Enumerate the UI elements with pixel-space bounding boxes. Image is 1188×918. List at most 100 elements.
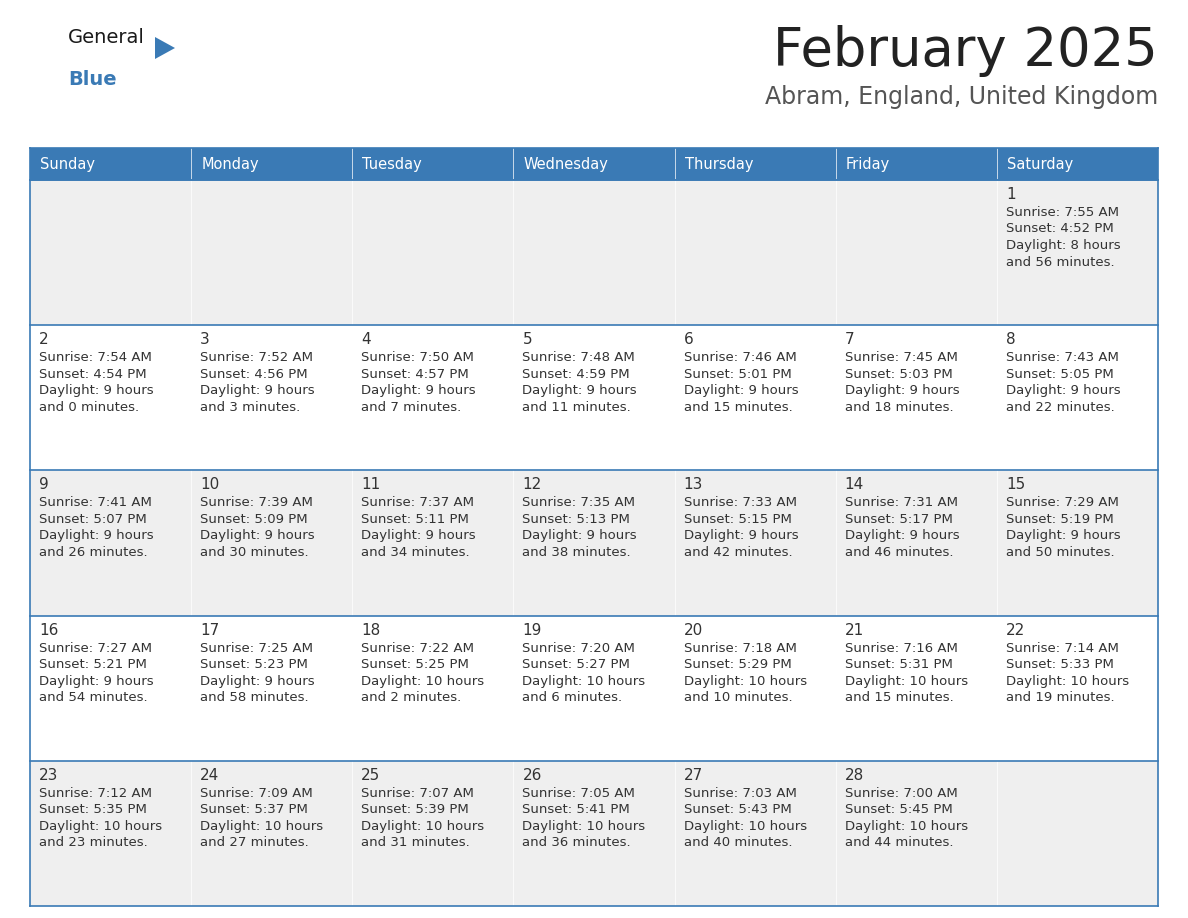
FancyBboxPatch shape [513, 148, 675, 180]
Text: Daylight: 9 hours: Daylight: 9 hours [1006, 530, 1120, 543]
Text: and 58 minutes.: and 58 minutes. [200, 691, 309, 704]
Text: Sunset: 5:45 PM: Sunset: 5:45 PM [845, 803, 953, 816]
Text: Blue: Blue [68, 70, 116, 89]
Text: Thursday: Thursday [684, 156, 753, 172]
Text: Sunrise: 7:16 AM: Sunrise: 7:16 AM [845, 642, 958, 655]
Text: and 23 minutes.: and 23 minutes. [39, 836, 147, 849]
Text: Daylight: 10 hours: Daylight: 10 hours [683, 675, 807, 688]
Text: 7: 7 [845, 332, 854, 347]
Text: and 44 minutes.: and 44 minutes. [845, 836, 953, 849]
Text: Daylight: 9 hours: Daylight: 9 hours [1006, 385, 1120, 397]
Text: 18: 18 [361, 622, 380, 638]
Text: and 22 minutes.: and 22 minutes. [1006, 400, 1114, 414]
Text: and 0 minutes.: and 0 minutes. [39, 400, 139, 414]
Text: Daylight: 10 hours: Daylight: 10 hours [683, 820, 807, 833]
FancyBboxPatch shape [30, 616, 1158, 761]
Text: Sunset: 4:52 PM: Sunset: 4:52 PM [1006, 222, 1113, 236]
Text: Sunset: 5:31 PM: Sunset: 5:31 PM [845, 658, 953, 671]
FancyBboxPatch shape [835, 148, 997, 180]
Text: 5: 5 [523, 332, 532, 347]
Text: Daylight: 9 hours: Daylight: 9 hours [200, 675, 315, 688]
Text: Sunset: 5:01 PM: Sunset: 5:01 PM [683, 368, 791, 381]
Text: Sunrise: 7:18 AM: Sunrise: 7:18 AM [683, 642, 796, 655]
Text: 14: 14 [845, 477, 864, 492]
Text: Daylight: 9 hours: Daylight: 9 hours [523, 385, 637, 397]
Text: 22: 22 [1006, 622, 1025, 638]
Text: Sunrise: 7:39 AM: Sunrise: 7:39 AM [200, 497, 312, 509]
FancyBboxPatch shape [997, 148, 1158, 180]
FancyBboxPatch shape [353, 148, 513, 180]
Text: 11: 11 [361, 477, 380, 492]
Text: Daylight: 9 hours: Daylight: 9 hours [39, 530, 153, 543]
Text: 4: 4 [361, 332, 371, 347]
Text: 3: 3 [200, 332, 210, 347]
Text: Sunset: 5:05 PM: Sunset: 5:05 PM [1006, 368, 1113, 381]
Text: Sunrise: 7:35 AM: Sunrise: 7:35 AM [523, 497, 636, 509]
Text: 21: 21 [845, 622, 864, 638]
Text: and 50 minutes.: and 50 minutes. [1006, 546, 1114, 559]
Text: Sunset: 5:03 PM: Sunset: 5:03 PM [845, 368, 953, 381]
Text: Sunset: 5:09 PM: Sunset: 5:09 PM [200, 513, 308, 526]
Text: Monday: Monday [201, 156, 259, 172]
Text: Sunset: 5:17 PM: Sunset: 5:17 PM [845, 513, 953, 526]
Text: Wednesday: Wednesday [524, 156, 608, 172]
Text: 2: 2 [39, 332, 49, 347]
Text: Sunset: 5:33 PM: Sunset: 5:33 PM [1006, 658, 1113, 671]
Text: Saturday: Saturday [1007, 156, 1073, 172]
Text: Sunrise: 7:50 AM: Sunrise: 7:50 AM [361, 352, 474, 364]
Text: Sunset: 5:39 PM: Sunset: 5:39 PM [361, 803, 469, 816]
Text: Sunset: 5:29 PM: Sunset: 5:29 PM [683, 658, 791, 671]
Text: Sunrise: 7:37 AM: Sunrise: 7:37 AM [361, 497, 474, 509]
Text: Sunrise: 7:22 AM: Sunrise: 7:22 AM [361, 642, 474, 655]
Text: 16: 16 [39, 622, 58, 638]
Text: Daylight: 10 hours: Daylight: 10 hours [523, 820, 645, 833]
Text: Daylight: 9 hours: Daylight: 9 hours [361, 385, 476, 397]
Text: 8: 8 [1006, 332, 1016, 347]
Text: Sunset: 5:21 PM: Sunset: 5:21 PM [39, 658, 147, 671]
Text: February 2025: February 2025 [773, 25, 1158, 77]
Text: Sunrise: 7:29 AM: Sunrise: 7:29 AM [1006, 497, 1119, 509]
Text: 20: 20 [683, 622, 703, 638]
Text: Sunrise: 7:41 AM: Sunrise: 7:41 AM [39, 497, 152, 509]
Text: 27: 27 [683, 767, 703, 783]
Text: and 19 minutes.: and 19 minutes. [1006, 691, 1114, 704]
Text: Sunset: 5:27 PM: Sunset: 5:27 PM [523, 658, 631, 671]
Text: Sunrise: 7:48 AM: Sunrise: 7:48 AM [523, 352, 636, 364]
Text: Sunset: 4:54 PM: Sunset: 4:54 PM [39, 368, 146, 381]
Text: 13: 13 [683, 477, 703, 492]
Text: Daylight: 9 hours: Daylight: 9 hours [39, 675, 153, 688]
Text: and 31 minutes.: and 31 minutes. [361, 836, 470, 849]
Text: Sunday: Sunday [40, 156, 95, 172]
Text: 26: 26 [523, 767, 542, 783]
Text: 17: 17 [200, 622, 220, 638]
Text: and 38 minutes.: and 38 minutes. [523, 546, 631, 559]
Text: Daylight: 10 hours: Daylight: 10 hours [845, 820, 968, 833]
Text: Sunrise: 7:14 AM: Sunrise: 7:14 AM [1006, 642, 1119, 655]
Text: General: General [68, 28, 145, 47]
Text: Sunrise: 7:52 AM: Sunrise: 7:52 AM [200, 352, 314, 364]
Text: Sunrise: 7:07 AM: Sunrise: 7:07 AM [361, 787, 474, 800]
Text: Daylight: 9 hours: Daylight: 9 hours [39, 385, 153, 397]
Text: Daylight: 8 hours: Daylight: 8 hours [1006, 239, 1120, 252]
FancyBboxPatch shape [30, 470, 1158, 616]
Text: and 15 minutes.: and 15 minutes. [683, 400, 792, 414]
Text: Sunset: 4:56 PM: Sunset: 4:56 PM [200, 368, 308, 381]
Text: 28: 28 [845, 767, 864, 783]
Text: and 46 minutes.: and 46 minutes. [845, 546, 953, 559]
Text: Sunset: 5:41 PM: Sunset: 5:41 PM [523, 803, 630, 816]
Text: Sunrise: 7:45 AM: Sunrise: 7:45 AM [845, 352, 958, 364]
Text: and 3 minutes.: and 3 minutes. [200, 400, 301, 414]
Text: Friday: Friday [846, 156, 890, 172]
Text: Sunrise: 7:33 AM: Sunrise: 7:33 AM [683, 497, 797, 509]
Text: Daylight: 10 hours: Daylight: 10 hours [845, 675, 968, 688]
Text: and 7 minutes.: and 7 minutes. [361, 400, 461, 414]
Text: and 30 minutes.: and 30 minutes. [200, 546, 309, 559]
Text: 12: 12 [523, 477, 542, 492]
Text: Sunrise: 7:20 AM: Sunrise: 7:20 AM [523, 642, 636, 655]
Text: and 10 minutes.: and 10 minutes. [683, 691, 792, 704]
Text: and 34 minutes.: and 34 minutes. [361, 546, 470, 559]
Text: Sunset: 4:59 PM: Sunset: 4:59 PM [523, 368, 630, 381]
Text: 9: 9 [39, 477, 49, 492]
Text: Daylight: 10 hours: Daylight: 10 hours [361, 820, 485, 833]
Text: and 15 minutes.: and 15 minutes. [845, 691, 954, 704]
